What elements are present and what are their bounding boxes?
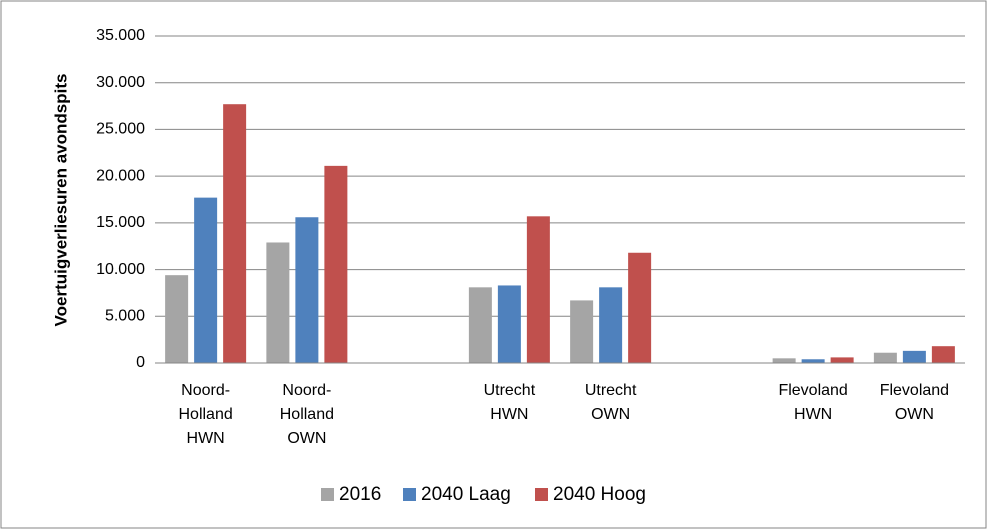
bar xyxy=(570,300,594,363)
x-tick-label: Noord-Holland OWN xyxy=(280,382,334,447)
x-tick-label: Noord-Holland HWN xyxy=(178,382,232,447)
bar xyxy=(526,216,550,363)
bar xyxy=(931,346,955,363)
y-tick-label: 35.000 xyxy=(96,27,145,44)
bar xyxy=(830,357,854,363)
bar xyxy=(873,352,897,363)
y-tick-label: 0 xyxy=(136,354,145,371)
bar xyxy=(902,350,926,363)
y-tick-label: 15.000 xyxy=(96,214,145,231)
x-tick-label: Flevoland HWN xyxy=(778,382,847,423)
bar xyxy=(194,197,218,363)
legend-swatch xyxy=(321,488,334,501)
bar xyxy=(599,287,623,363)
y-tick-label: 5.000 xyxy=(105,308,145,325)
bar xyxy=(801,359,825,363)
y-tick-label: 25.000 xyxy=(96,121,145,138)
bar xyxy=(628,252,652,363)
legend-swatch xyxy=(535,488,548,501)
x-tick-label: Flevoland OWN xyxy=(880,382,949,423)
bar xyxy=(497,285,521,363)
bar xyxy=(165,275,189,363)
bar xyxy=(223,104,247,364)
legend-label: 2040 Hoog xyxy=(553,484,646,505)
bar xyxy=(295,217,319,363)
y-tick-label: 20.000 xyxy=(96,167,145,184)
legend-label: 2040 Laag xyxy=(421,484,511,505)
x-tick-label: Utrecht OWN xyxy=(585,382,637,423)
bar xyxy=(772,358,796,363)
y-tick-label: 30.000 xyxy=(96,74,145,91)
x-tick-label: Utrecht HWN xyxy=(484,382,536,423)
y-axis-title: Voertuigverliesuren avondspits xyxy=(51,74,70,327)
bar xyxy=(324,165,348,363)
legend-swatch xyxy=(403,488,416,501)
bar xyxy=(468,287,492,363)
bar xyxy=(266,242,290,363)
legend-label: 2016 xyxy=(339,484,381,505)
y-tick-label: 10.000 xyxy=(96,261,145,278)
